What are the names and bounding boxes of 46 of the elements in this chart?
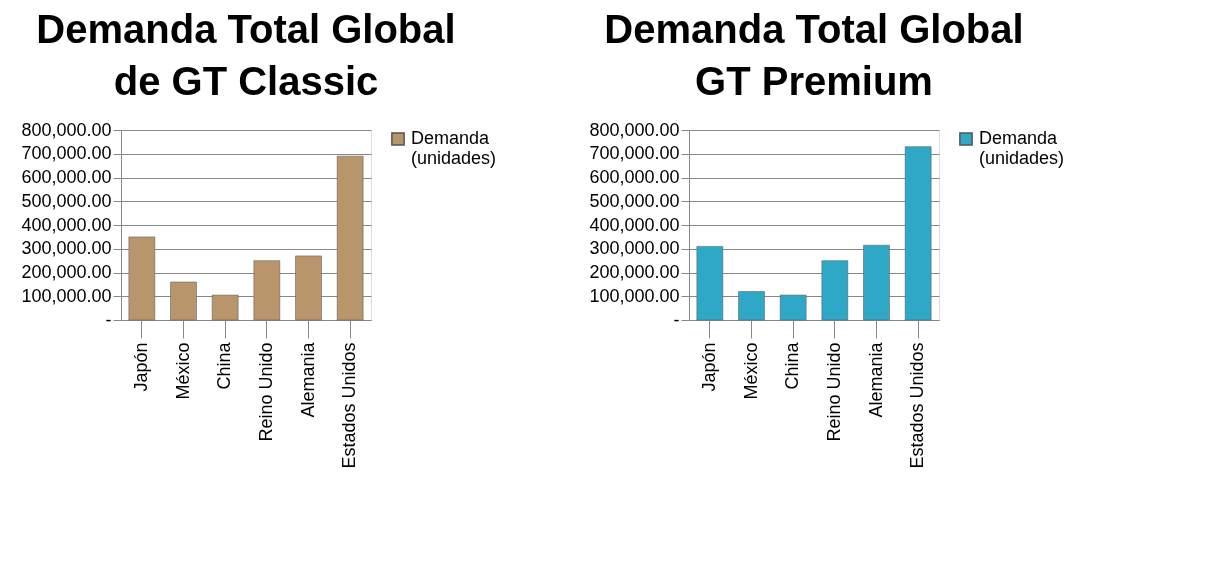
bar [253,260,281,321]
y-tick-label: 600,000.00 [589,167,680,187]
x-tick-label: China [782,341,803,390]
bar [336,155,364,321]
y-tick-label: 500,000.00 [21,190,112,211]
bar [295,255,322,321]
chart-title: Demanda Total Global de GT Classic [36,7,456,103]
x-tick-label: Alemania [865,341,886,418]
y-tick-label: 500,000.00 [589,190,680,211]
bar [696,246,724,321]
y-tick-label: 300,000.00 [21,238,112,259]
x-tick-label: Estados Unidos [907,342,928,469]
bar [738,291,765,321]
y-tick-label: 200,000.00 [589,262,680,282]
bar [821,260,849,321]
bar [779,294,807,321]
y-tick-label: 800,000.00 [589,119,680,140]
y-tick-label: - [673,309,680,330]
x-tick-label: Reino Unido [255,342,276,442]
x-tick-label: Alemania [297,341,318,418]
legend-label: Demanda (unidades) [411,128,497,168]
y-tick-label: 600,000.00 [21,167,112,187]
legend-label: Demanda (unidades) [979,128,1065,168]
y-tick-label: - [105,309,112,330]
x-tick-label: China [214,341,235,390]
x-tick-label: Estados Unidos [339,342,360,469]
y-tick-label: 100,000.00 [589,285,680,306]
x-tick-label: Reino Unido [823,342,844,442]
y-tick-label: 200,000.00 [21,262,112,282]
y-tick-label: 700,000.00 [589,143,680,164]
x-tick-label: Japón [130,342,151,392]
y-tick-label: 100,000.00 [21,285,112,306]
y-tick-label: 300,000.00 [589,238,680,259]
x-tick-label: México [740,342,761,400]
bar [128,236,156,321]
chart-title: Demanda Total Global GT Premium [604,7,1024,103]
y-tick-label: 800,000.00 [21,119,112,140]
bar [904,146,932,321]
x-tick-label: Japón [698,342,719,392]
bar [863,244,890,321]
x-tick-label: México [172,342,193,400]
y-tick-label: 400,000.00 [589,214,680,235]
y-tick-label: 400,000.00 [21,214,112,235]
y-tick-label: 700,000.00 [21,143,112,164]
bar [211,294,239,321]
bar [170,281,197,321]
